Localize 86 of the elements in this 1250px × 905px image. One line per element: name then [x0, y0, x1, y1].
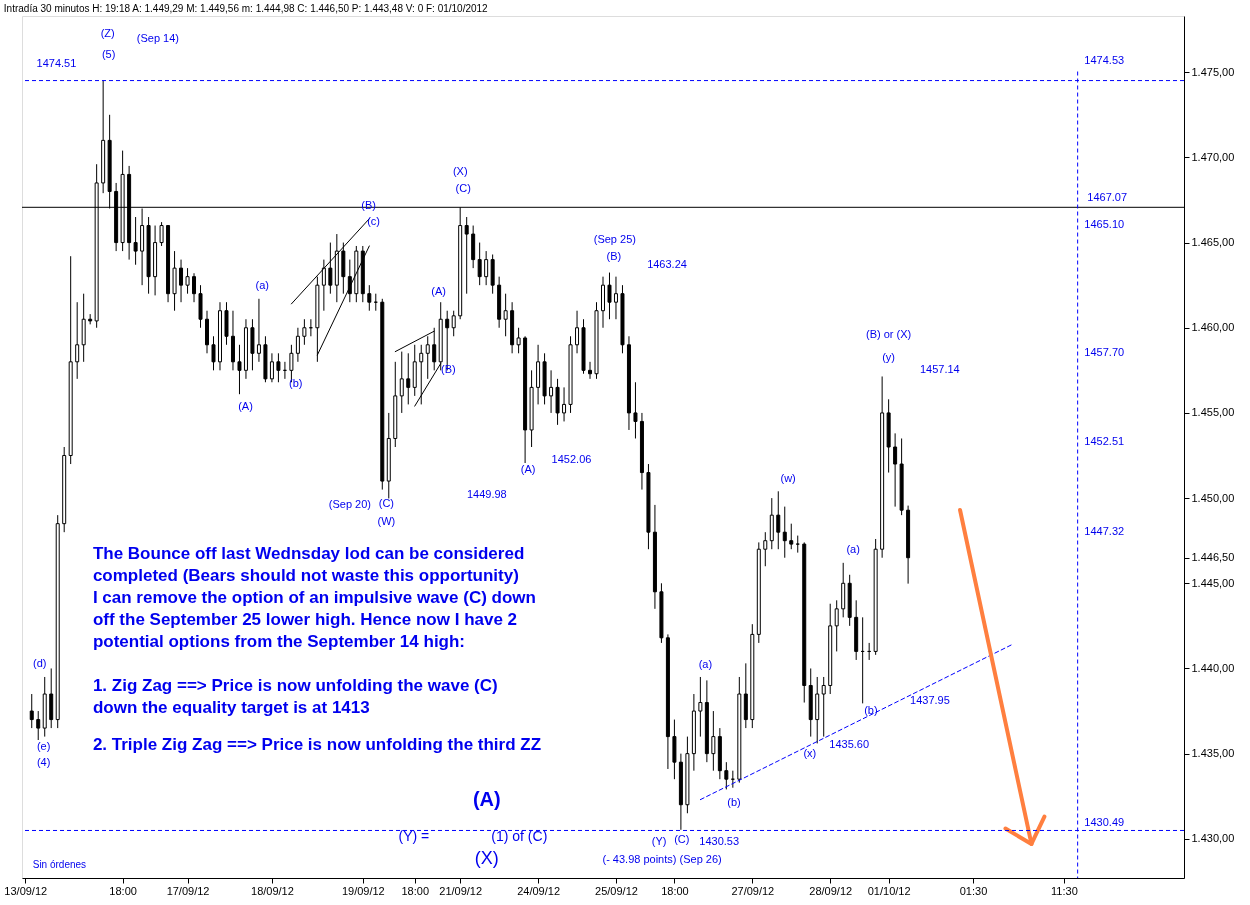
annotation: 1457.70	[1084, 346, 1125, 359]
x-tick-label: 13/09/12	[4, 884, 48, 897]
annotation: (Sep 20)	[328, 497, 372, 510]
annotation: (C)	[455, 182, 471, 195]
x-tick-label: 19/09/12	[341, 884, 385, 897]
annotation: (B)	[606, 249, 622, 262]
annotation: 1435.60	[829, 737, 870, 750]
x-tick-label: 18/09/12	[251, 884, 294, 897]
y-tick-label: 1.470,00	[1191, 150, 1235, 163]
x-tick-label: 01/10/12	[867, 884, 911, 897]
annotation: (Z)	[100, 26, 115, 39]
annotation: (1) of (C)	[491, 828, 548, 845]
annotation: (Sep 14)	[136, 32, 179, 45]
x-tick-label: 18:00	[109, 884, 137, 897]
annotation: The Bounce off last Wednsday lod can be considered	[92, 543, 525, 563]
annotation: 1474.51	[36, 56, 77, 69]
annotation: completed (Bears should not waste this opportunity)	[92, 566, 519, 586]
y-tick-label: 1.440,00	[1191, 661, 1235, 674]
annotation: (d)	[33, 656, 47, 669]
annotation: (Y) =	[398, 828, 430, 845]
annotation: 1449.98	[466, 488, 507, 501]
annotation: 1465.10	[1084, 218, 1125, 231]
annotation: 1447.32	[1084, 525, 1125, 538]
y-tick-label: 1.435,00	[1191, 747, 1235, 760]
annotation: (A)	[238, 399, 253, 412]
annotation: (Sep 25)	[593, 233, 636, 246]
annotation: (B) or (X)	[865, 327, 912, 340]
y-tick-label: 1.450,00	[1191, 491, 1235, 504]
y-tick-label: 1.455,00	[1191, 406, 1235, 419]
x-tick-label: 25/09/12	[595, 884, 638, 897]
annotation: 1463.24	[647, 258, 687, 271]
annotation: (C)	[674, 833, 690, 846]
annotation: I can remove the option of an impulsive wave (C) down	[92, 588, 536, 608]
y-tick-label: 1.430,00	[1191, 832, 1235, 845]
y-tick-label: 1.445,00	[1191, 576, 1235, 589]
annotation: 1. Zig Zag ==> Price is now unfolding the wave (C)	[92, 676, 498, 696]
annotation: (A)	[520, 462, 536, 475]
annotation: (X)	[474, 848, 499, 869]
annotation: 1430.49	[1084, 816, 1125, 829]
annotation: (- 43.98 points) (Sep 26)	[602, 853, 722, 866]
annotation: 1452.51	[1084, 434, 1125, 447]
annotation: (a)	[255, 278, 269, 291]
annotation: 1467.07	[1087, 191, 1128, 204]
annotation: 2. Triple Zig Zag ==> Price is now unfolding the third ZZ	[92, 734, 542, 754]
annotation: (b)	[727, 796, 741, 808]
annotation: (b)	[289, 377, 303, 390]
annotation: (x)	[803, 747, 817, 760]
annotation: (Y)	[651, 834, 667, 847]
annotation: (B)	[441, 362, 456, 375]
annotation: (e)	[36, 739, 51, 752]
annotation: 1452.06	[551, 453, 592, 466]
annotation: (a)	[846, 542, 860, 555]
y-tick-label: 1.475,00	[1191, 65, 1235, 78]
annotation: (W)	[377, 514, 396, 527]
x-tick-label: 18:00	[661, 884, 689, 897]
annotation: (c)	[367, 214, 380, 227]
annotation: (w)	[780, 471, 796, 484]
x-tick-label: 28/09/12	[809, 884, 853, 897]
annotation: 1437.95	[910, 693, 950, 706]
annotation: (5)	[101, 47, 116, 60]
annotation: (a)	[698, 657, 713, 670]
annotation: 1430.53	[699, 834, 740, 847]
annotation: (b)	[864, 704, 878, 717]
annotation: 1457.14	[919, 362, 960, 375]
annotation: off the September 25 lower high. Hence now I have 2	[92, 609, 518, 629]
annotation: (X)	[452, 164, 468, 177]
annotation: down the equality target is at 1413	[92, 697, 370, 717]
annotation: (4)	[36, 756, 51, 769]
annotation: 1474.53	[1084, 53, 1125, 66]
annotation: (A)	[431, 284, 446, 297]
x-tick-label: 11:30	[1051, 884, 1078, 897]
annotation: Sin órdenes	[32, 859, 87, 871]
x-tick-label: 24/09/12	[517, 884, 560, 897]
x-tick-label: 17/09/12	[166, 884, 210, 897]
x-tick-label: 01:30	[959, 884, 988, 897]
y-tick-label: 1.465,00	[1191, 236, 1235, 249]
annotation: (y)	[882, 350, 895, 363]
chart-title: Intradía 30 minutos H: 19:18 A: 1.449,29 M: 1.449,56 m: 1.444,98 C: 1.446,50 P: 1.443,48 V: 0 F: 01/10/2012	[3, 3, 489, 14]
x-tick-label: 27/09/12	[731, 884, 775, 897]
annotation: (A)	[472, 788, 501, 811]
x-tick-label: 21/09/12	[439, 884, 483, 897]
y-tick-label: 1.460,00	[1191, 321, 1235, 334]
y-tick-label: 1.446,50	[1191, 551, 1235, 564]
annotation: potential options from the September 14 high:	[92, 632, 466, 652]
x-tick-label: 18:00	[401, 884, 430, 897]
annotation: (C)	[378, 496, 394, 509]
